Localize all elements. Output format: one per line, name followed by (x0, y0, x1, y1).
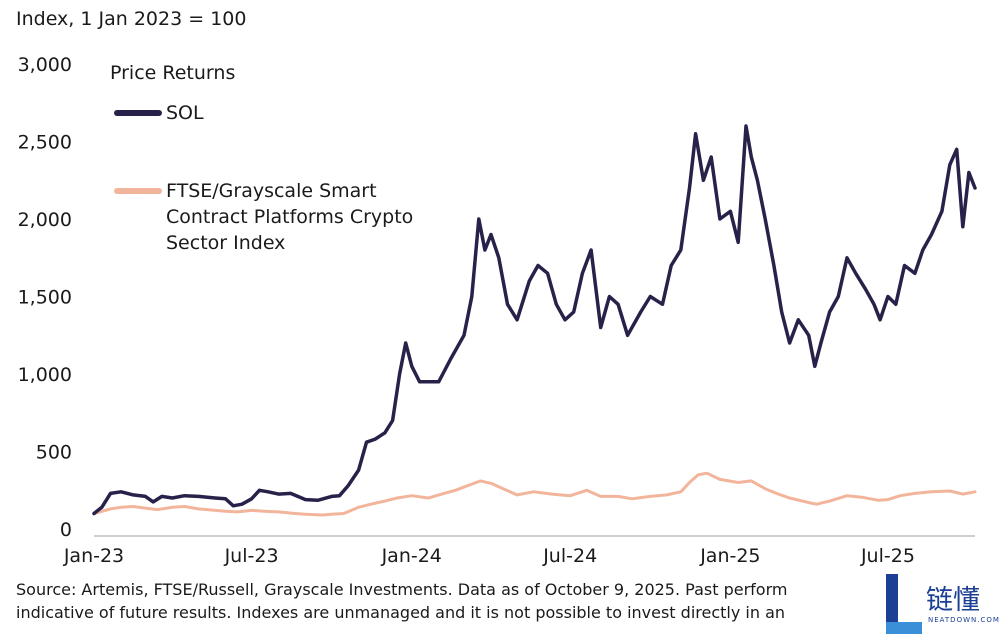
source-note: Source: Artemis, FTSE/Russell, Grayscale… (16, 578, 882, 624)
y-tick-label: 500 (36, 442, 72, 464)
source-line-1: Source: Artemis, FTSE/Russell, Grayscale… (16, 580, 788, 599)
legend-label-sol: SOL (166, 102, 204, 124)
x-tick-label: Jan-24 (381, 545, 442, 567)
legend-swatch-ftse (114, 188, 162, 194)
x-tick-label: Jan-23 (63, 545, 124, 567)
legend-swatch-sol (114, 110, 162, 116)
x-tick-label: Jul-23 (224, 545, 279, 567)
legend-item-ftse: FTSE/Grayscale Smart Contract Platforms … (114, 178, 456, 256)
source-line-2: indicative of future results. Indexes ar… (16, 603, 786, 622)
watermark-logo: 链懂 NEATDOWN.COM (884, 572, 1000, 636)
y-tick-label: 1,000 (18, 364, 72, 386)
y-tick-label: 3,000 (18, 54, 72, 76)
y-tick-label: 2,500 (18, 132, 72, 154)
series-line-sol (92, 124, 977, 516)
legend-item-sol: SOL (114, 100, 456, 126)
line-chart: 0 500 1,000 1,500 2,000 2,500 3,000 Jan-23 Jul-2… (18, 54, 977, 567)
y-axis-title: Index, 1 Jan 2023 = 100 (16, 8, 247, 30)
x-tick-label: Jan-25 (699, 545, 760, 567)
y-tick-label: 2,000 (18, 209, 72, 231)
watermark-text-cn: 链懂 (926, 585, 980, 616)
y-tick-label: 0 (60, 519, 72, 541)
y-tick-label: 1,500 (18, 287, 72, 309)
series-line-ftse (92, 471, 977, 517)
watermark-text-en: NEATDOWN.COM (928, 616, 1000, 624)
legend-title: Price Returns (110, 62, 236, 84)
logo-mark-icon (886, 574, 922, 634)
x-tick-label: Jul-24 (542, 545, 597, 567)
legend-label-ftse: FTSE/Grayscale Smart Contract Platforms … (166, 180, 414, 254)
x-tick-label: Jul-25 (860, 545, 915, 567)
